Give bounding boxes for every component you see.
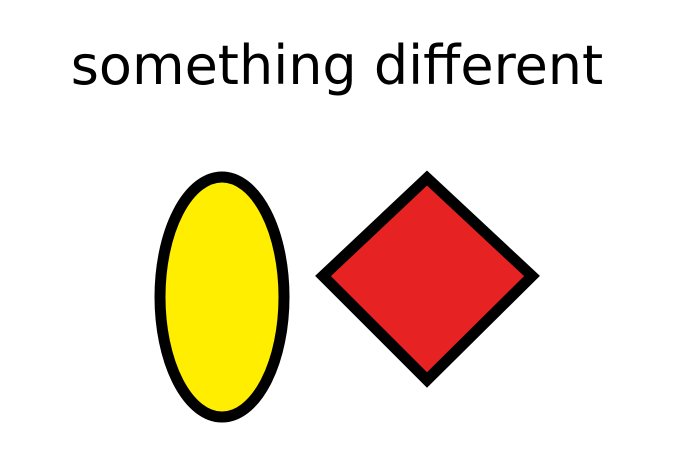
red-diamond bbox=[315, 170, 540, 388]
yellow-ellipse bbox=[154, 171, 290, 423]
page-title: something different bbox=[70, 34, 604, 97]
